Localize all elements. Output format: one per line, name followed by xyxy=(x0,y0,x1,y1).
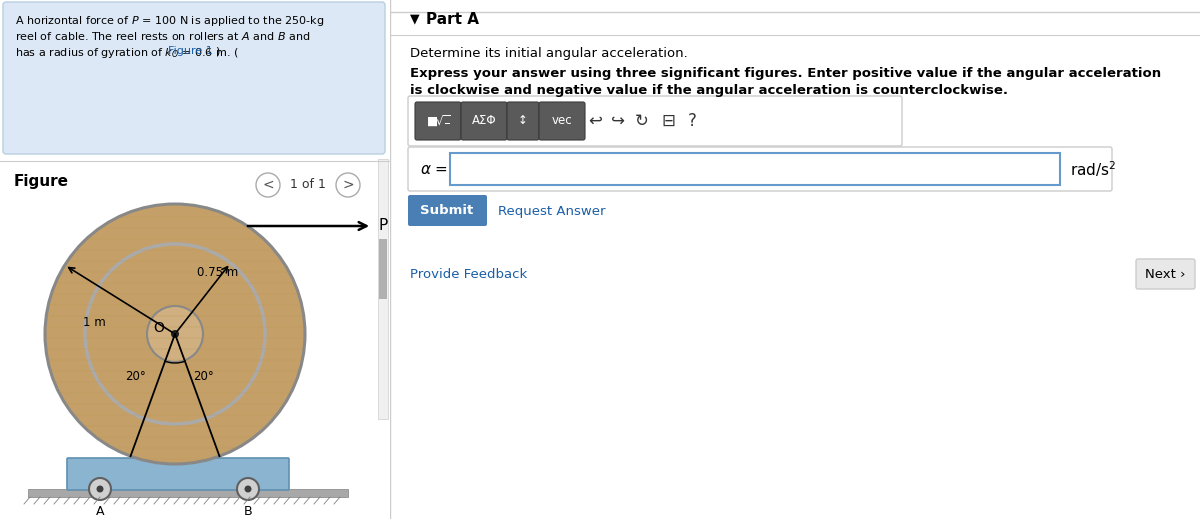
Text: Determine its initial angular acceleration.: Determine its initial angular accelerati… xyxy=(410,47,688,60)
FancyBboxPatch shape xyxy=(2,2,385,154)
Text: 0.75 m: 0.75 m xyxy=(197,266,239,279)
Text: rad/s$^2$: rad/s$^2$ xyxy=(1070,159,1116,179)
Text: ?: ? xyxy=(688,112,696,130)
Text: Part A: Part A xyxy=(426,11,479,26)
Text: ): ) xyxy=(215,46,220,56)
Text: ↪: ↪ xyxy=(611,112,625,130)
Text: Submit: Submit xyxy=(420,204,474,217)
Text: 20°: 20° xyxy=(125,370,145,383)
Circle shape xyxy=(46,204,305,464)
Text: 20°: 20° xyxy=(193,370,214,383)
Text: Express your answer using three significant figures. Enter positive value if the: Express your answer using three signific… xyxy=(410,67,1162,80)
Text: vec: vec xyxy=(552,115,572,128)
Text: A: A xyxy=(96,505,104,518)
Text: >: > xyxy=(342,178,354,192)
Circle shape xyxy=(238,478,259,500)
Circle shape xyxy=(89,478,112,500)
Text: Provide Feedback: Provide Feedback xyxy=(410,267,527,280)
Text: ↩: ↩ xyxy=(588,112,602,130)
Text: ↻: ↻ xyxy=(635,112,649,130)
Text: Request Answer: Request Answer xyxy=(498,204,606,217)
FancyBboxPatch shape xyxy=(67,458,289,490)
FancyBboxPatch shape xyxy=(415,102,461,140)
Text: $\alpha$ =: $\alpha$ = xyxy=(420,161,448,176)
Text: reel of cable. The reel rests on rollers at $A$ and $B$ and: reel of cable. The reel rests on rollers… xyxy=(14,30,311,42)
FancyBboxPatch shape xyxy=(408,96,902,146)
Circle shape xyxy=(172,330,179,338)
Text: O: O xyxy=(154,321,164,335)
FancyBboxPatch shape xyxy=(408,147,1112,191)
Text: $\blacksquare\!\sqrt{\overline{\;}}$: $\blacksquare\!\sqrt{\overline{\;}}$ xyxy=(426,114,450,129)
Text: Figure: Figure xyxy=(14,174,70,189)
FancyBboxPatch shape xyxy=(539,102,586,140)
Text: ⊟: ⊟ xyxy=(661,112,674,130)
Text: A horizontal force of $P$ = 100 N is applied to the 250-kg: A horizontal force of $P$ = 100 N is app… xyxy=(14,14,324,28)
FancyBboxPatch shape xyxy=(508,102,539,140)
Text: AΣΦ: AΣΦ xyxy=(472,115,497,128)
Text: ↕: ↕ xyxy=(518,115,528,128)
Text: has a radius of gyration of $k_O$ = 0.6 m. (: has a radius of gyration of $k_O$ = 0.6 … xyxy=(14,46,239,60)
Text: <: < xyxy=(262,178,274,192)
Text: 1 m: 1 m xyxy=(83,316,106,329)
Bar xyxy=(378,159,388,419)
Text: is clockwise and negative value if the angular acceleration is counterclockwise.: is clockwise and negative value if the a… xyxy=(410,84,1008,97)
Text: Next ›: Next › xyxy=(1145,267,1186,280)
Bar xyxy=(28,489,348,497)
FancyBboxPatch shape xyxy=(461,102,508,140)
Text: ▼: ▼ xyxy=(410,12,420,25)
Text: Figure 1: Figure 1 xyxy=(168,46,212,56)
Text: P: P xyxy=(378,218,388,234)
Circle shape xyxy=(96,485,103,493)
Bar xyxy=(379,239,386,299)
FancyBboxPatch shape xyxy=(408,195,487,226)
Circle shape xyxy=(148,306,203,362)
FancyBboxPatch shape xyxy=(1136,259,1195,289)
Text: 1 of 1: 1 of 1 xyxy=(290,179,326,192)
Text: B: B xyxy=(244,505,252,518)
Circle shape xyxy=(245,485,252,493)
Bar xyxy=(450,153,1060,185)
